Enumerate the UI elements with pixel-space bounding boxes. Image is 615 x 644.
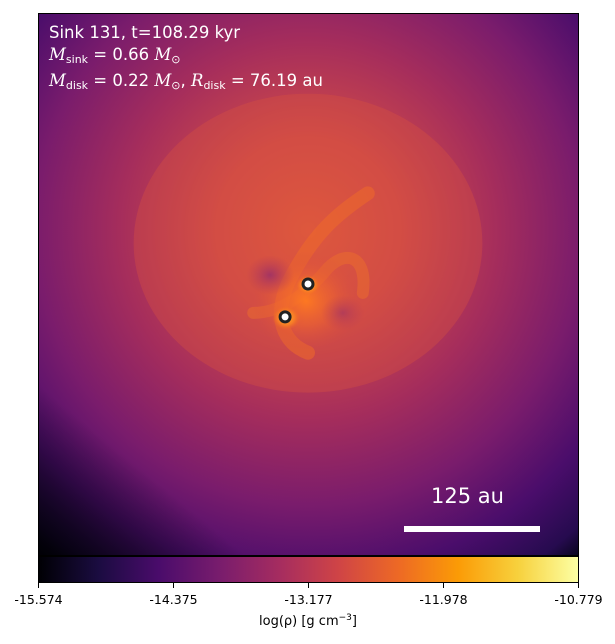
sink-particle-a [301,277,315,291]
info-annotation: Sink 131, t=108.29 kyr Msink = 0.66 M⊙ M… [49,22,323,97]
colorbar-tick-label: -14.375 [149,592,198,607]
disk-mass-value: 0.22 [112,71,150,90]
sink-mass-label: Msink = 0.66 M⊙ [49,44,181,66]
density-plot: Sink 131, t=108.29 kyr Msink = 0.66 M⊙ M… [38,13,579,556]
colorbar-tick-mark [38,583,39,588]
colorbar-tick-mark [173,583,174,588]
colorbar-tick-label: -11.978 [419,592,468,607]
colorbar-tick-mark [443,583,444,588]
colorbar-tick-mark [578,583,579,588]
colorbar-tick-label: -15.574 [14,592,63,607]
scale-bar-label: 125 au [431,484,504,508]
disk-radius-unit: au [302,71,323,90]
sink-mass-value: 0.66 [112,44,150,64]
density-map [39,14,578,555]
colorbar-label-exponent: −3 [338,613,352,623]
disk-radius-value: 76.19 [249,71,298,90]
scale-bar [404,526,540,532]
sink-time-label: Sink 131, t=108.29 kyr [49,23,241,42]
colorbar-label: log(ρ) [g cm−3] [259,613,357,629]
colorbar-label-suffix: ] [351,614,357,629]
colorbar-tick-mark [308,583,309,588]
colorbar [38,556,579,583]
colorbar-tick-label: -13.177 [284,592,333,607]
colorbar-label-prefix: log(ρ) [g cm [259,614,339,629]
sink-particle-b [278,310,292,324]
disk-label: Mdisk = 0.22 M⊙, Rdisk = 76.19 au [49,71,323,92]
colorbar-tick-label: -10.779 [554,592,603,607]
